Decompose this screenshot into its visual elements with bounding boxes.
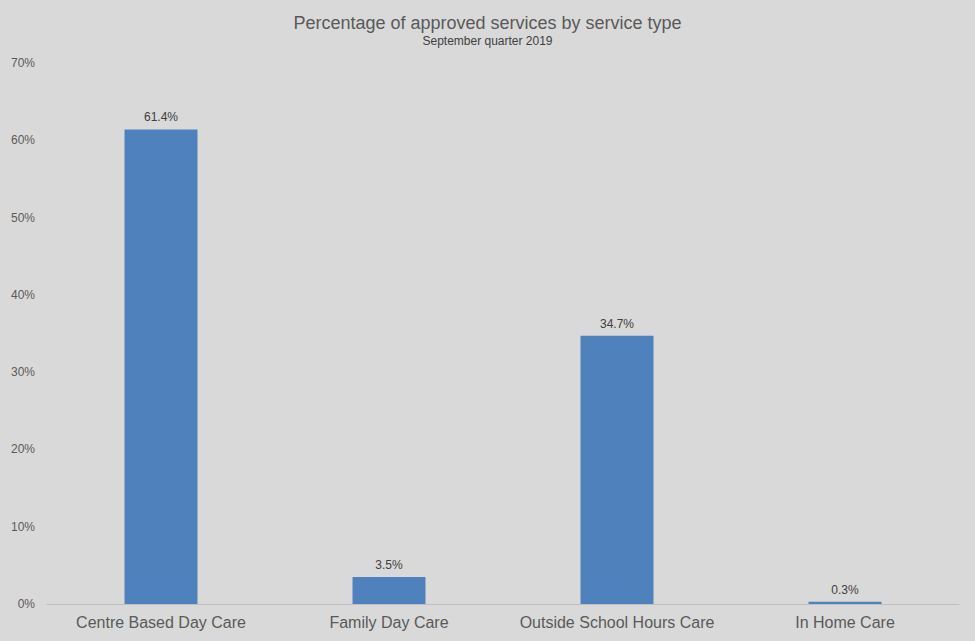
svg-text:Percentage of approved service: Percentage of approved services by servi… [293,13,681,33]
svg-text:61.4%: 61.4% [144,110,178,124]
svg-text:September quarter 2019: September quarter 2019 [422,34,552,48]
svg-text:Outside School Hours Care: Outside School Hours Care [520,614,715,631]
svg-text:3.5%: 3.5% [375,558,403,572]
svg-text:50%: 50% [11,211,35,225]
svg-text:20%: 20% [11,442,35,456]
svg-text:Family Day Care: Family Day Care [329,614,448,631]
svg-text:10%: 10% [11,520,35,534]
svg-text:30%: 30% [11,365,35,379]
svg-text:0.3%: 0.3% [831,583,859,597]
svg-text:34.7%: 34.7% [600,317,634,331]
svg-text:In Home Care: In Home Care [795,614,895,631]
svg-text:0%: 0% [18,597,36,611]
svg-text:40%: 40% [11,288,35,302]
svg-text:70%: 70% [11,56,35,70]
svg-text:Centre Based Day Care: Centre Based Day Care [76,614,246,631]
svg-text:60%: 60% [11,133,35,147]
